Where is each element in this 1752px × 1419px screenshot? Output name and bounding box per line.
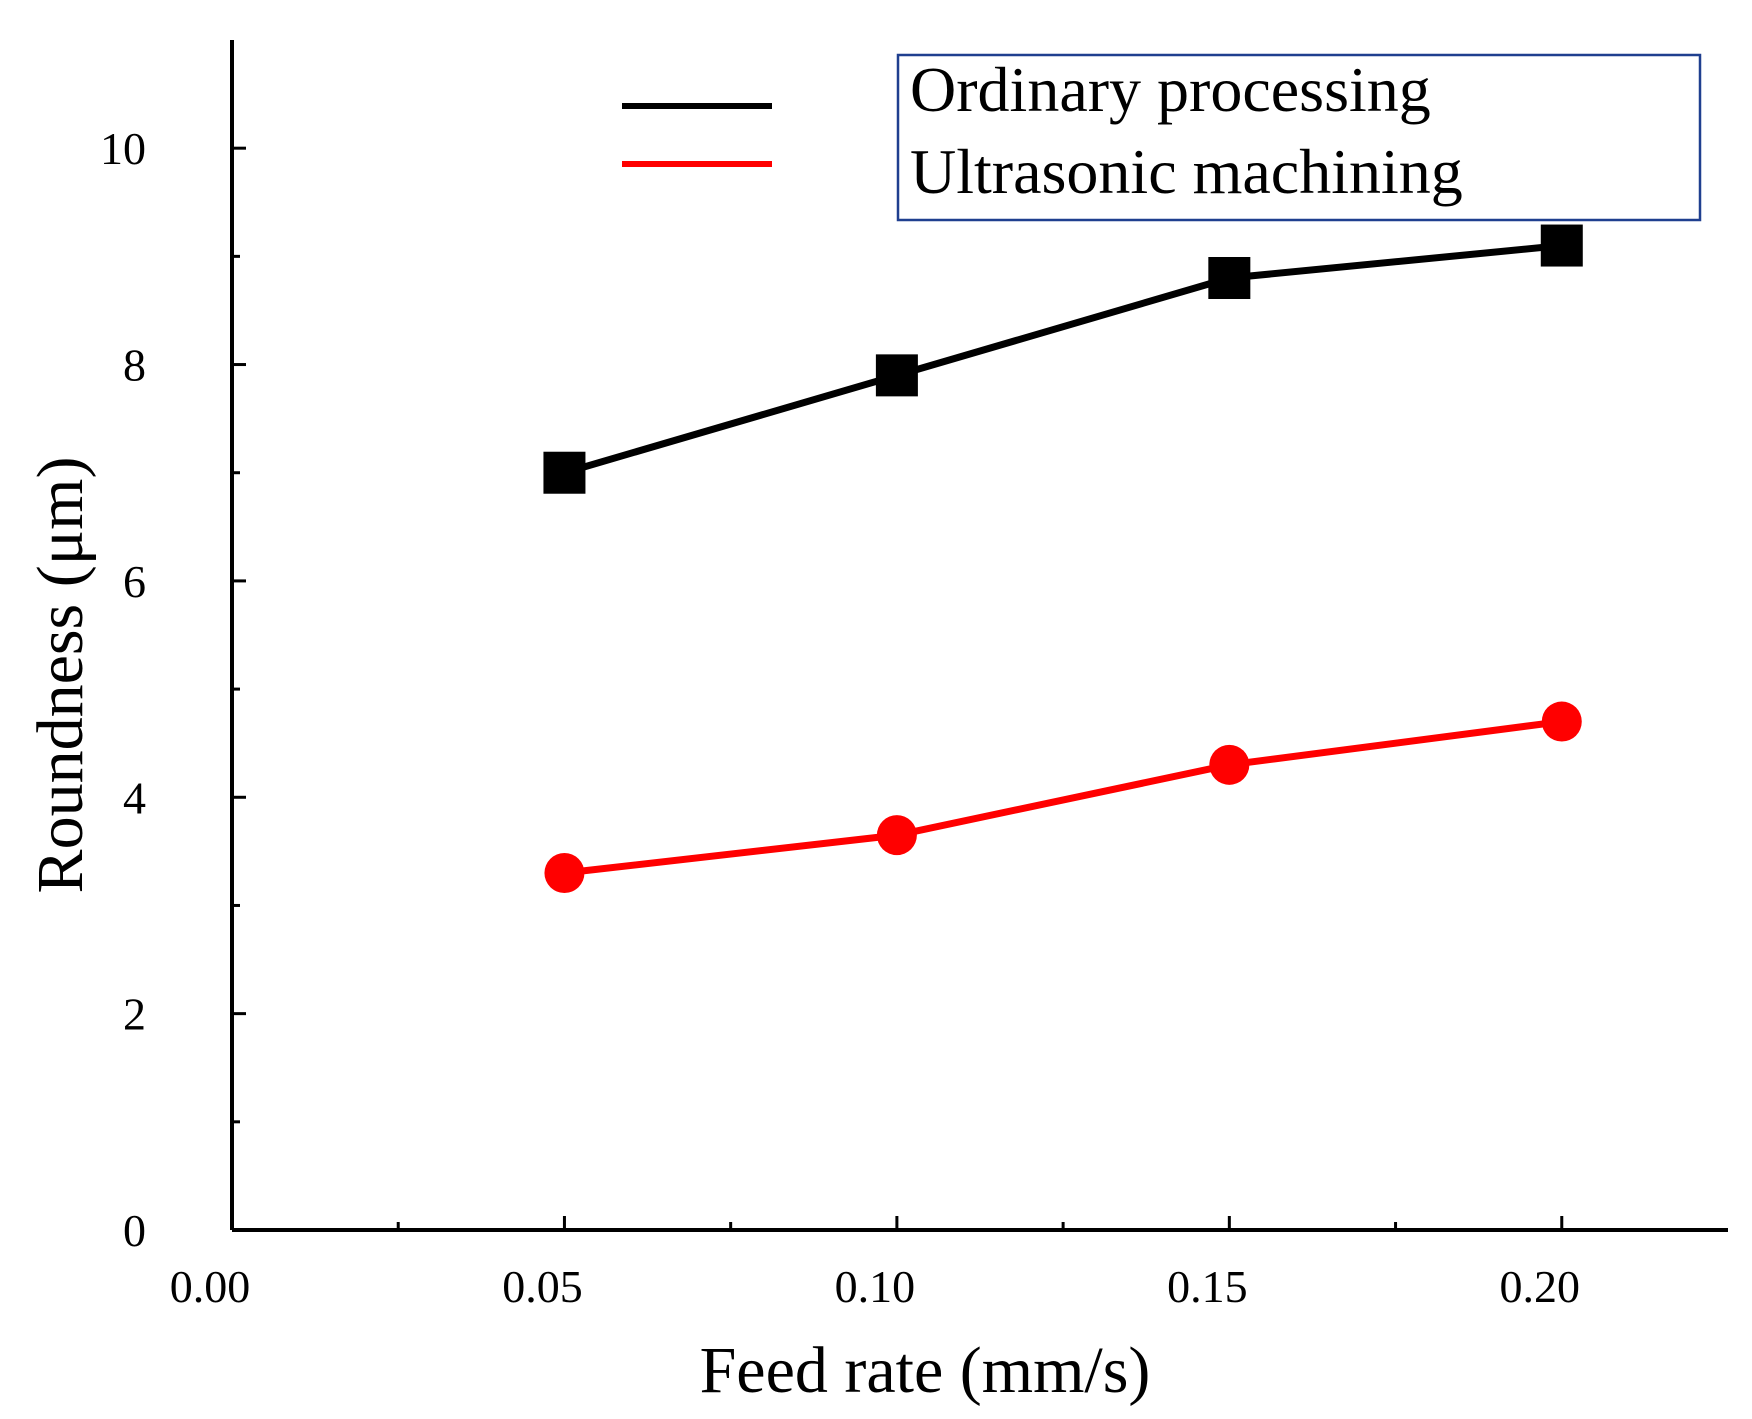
series-layer xyxy=(543,224,1583,893)
series-1 xyxy=(543,224,1583,494)
ticks: 0 2 4 6 8 10 0.00 0.05 0.10 0.15 0.20 xyxy=(100,123,1580,1312)
data-point xyxy=(876,815,917,856)
data-point xyxy=(1540,224,1583,267)
series-line xyxy=(564,718,1563,877)
y-tick-label: 4 xyxy=(123,772,146,823)
series-2 xyxy=(544,701,1582,893)
data-point xyxy=(1208,257,1251,299)
legend-box xyxy=(896,53,1702,222)
x-tick-label: 0.05 xyxy=(502,1261,583,1312)
axes xyxy=(230,40,1728,1232)
data-point xyxy=(1209,744,1250,785)
data-point xyxy=(543,451,586,494)
x-tick-label: 0.10 xyxy=(835,1261,916,1312)
y-tick-label: 6 xyxy=(123,556,146,607)
legend: Ordinary processing Ultrasonic machining xyxy=(622,53,1702,222)
x-tick-label: 0.00 xyxy=(170,1261,251,1312)
x-tick-label: 0.15 xyxy=(1167,1261,1248,1312)
data-point xyxy=(1541,701,1582,742)
y-tick-label: 10 xyxy=(100,123,146,174)
y-axis-title: Roundness (μm) xyxy=(24,457,97,894)
legend-label: Ordinary processing xyxy=(910,54,1431,125)
x-axis-title: Feed rate (mm/s) xyxy=(700,1334,1151,1407)
y-tick-label: 8 xyxy=(123,340,146,391)
legend-label: Ultrasonic machining xyxy=(910,136,1463,207)
y-tick-label: 0 xyxy=(123,1205,146,1256)
series-line xyxy=(563,242,1563,477)
data-point xyxy=(875,354,918,397)
x-tick-label: 0.20 xyxy=(1500,1261,1581,1312)
data-point xyxy=(544,853,585,893)
y-tick-label: 2 xyxy=(123,989,146,1040)
